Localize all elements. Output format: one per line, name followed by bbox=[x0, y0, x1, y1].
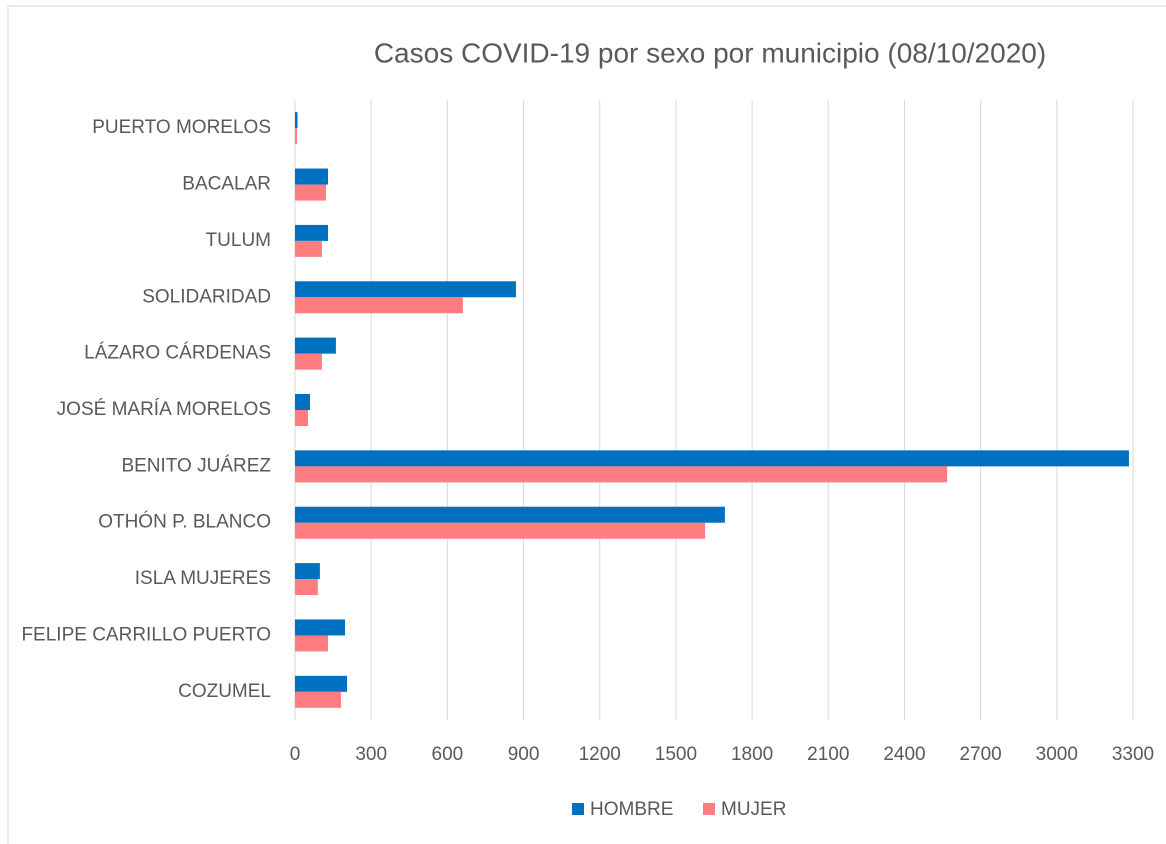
x-tick-label: 3300 bbox=[1112, 744, 1154, 765]
bar bbox=[295, 297, 463, 314]
y-tick-label: TULUM bbox=[206, 230, 271, 251]
x-tick-label: 1200 bbox=[579, 744, 621, 765]
bar bbox=[295, 691, 341, 708]
y-tick-label: PUERTO MORELOS bbox=[92, 117, 271, 138]
legend-swatch bbox=[703, 803, 715, 815]
bar bbox=[295, 281, 516, 298]
bar bbox=[295, 579, 318, 596]
y-tick-label: JOSÉ MARÍA MORELOS bbox=[57, 399, 271, 420]
x-tick-label: 3000 bbox=[1036, 744, 1078, 765]
y-tick-label: OTHÓN P. BLANCO bbox=[98, 511, 271, 533]
bar bbox=[295, 410, 308, 426]
bar bbox=[295, 466, 948, 483]
y-tick-label: BENITO JUÁREZ bbox=[121, 455, 271, 476]
x-tick-label: 1800 bbox=[731, 744, 773, 765]
x-tick-label: 2100 bbox=[807, 744, 849, 765]
bar bbox=[295, 353, 322, 370]
y-tick-label: COZUMEL bbox=[178, 681, 271, 702]
legend-swatch bbox=[572, 803, 584, 815]
y-tick-label: FELIPE CARRILLO PUERTO bbox=[21, 624, 271, 645]
bar bbox=[295, 675, 348, 692]
bar bbox=[295, 563, 320, 580]
bar bbox=[295, 168, 329, 185]
bar bbox=[295, 224, 329, 241]
bar bbox=[295, 450, 1129, 467]
bar bbox=[295, 112, 298, 129]
x-tick-label: 300 bbox=[355, 744, 387, 765]
bar bbox=[295, 506, 725, 523]
legend-label: HOMBRE bbox=[590, 799, 673, 820]
x-tick-label: 900 bbox=[508, 744, 540, 765]
bar bbox=[295, 128, 298, 145]
chart-title: Casos COVID-19 por sexo por municipio (0… bbox=[374, 37, 1046, 68]
x-tick-label: 2700 bbox=[959, 744, 1001, 765]
bar bbox=[295, 522, 706, 539]
y-tick-label: ISLA MUJERES bbox=[135, 568, 271, 589]
chart-frame bbox=[7, 5, 1166, 844]
bar bbox=[295, 619, 346, 636]
y-tick-label: SOLIDARIDAD bbox=[142, 286, 271, 307]
bar bbox=[295, 635, 329, 652]
x-tick-label: 0 bbox=[290, 744, 301, 765]
x-tick-label: 600 bbox=[432, 744, 464, 765]
bar bbox=[295, 240, 322, 257]
y-tick-label: BACALAR bbox=[182, 174, 271, 195]
bar bbox=[295, 337, 336, 354]
legend-label: MUJER bbox=[721, 799, 786, 820]
x-tick-label: 2400 bbox=[883, 744, 925, 765]
bar bbox=[295, 184, 326, 201]
bar bbox=[295, 394, 310, 410]
x-tick-label: 1500 bbox=[655, 744, 697, 765]
y-tick-label: LÁZARO CÁRDENAS bbox=[84, 343, 271, 364]
